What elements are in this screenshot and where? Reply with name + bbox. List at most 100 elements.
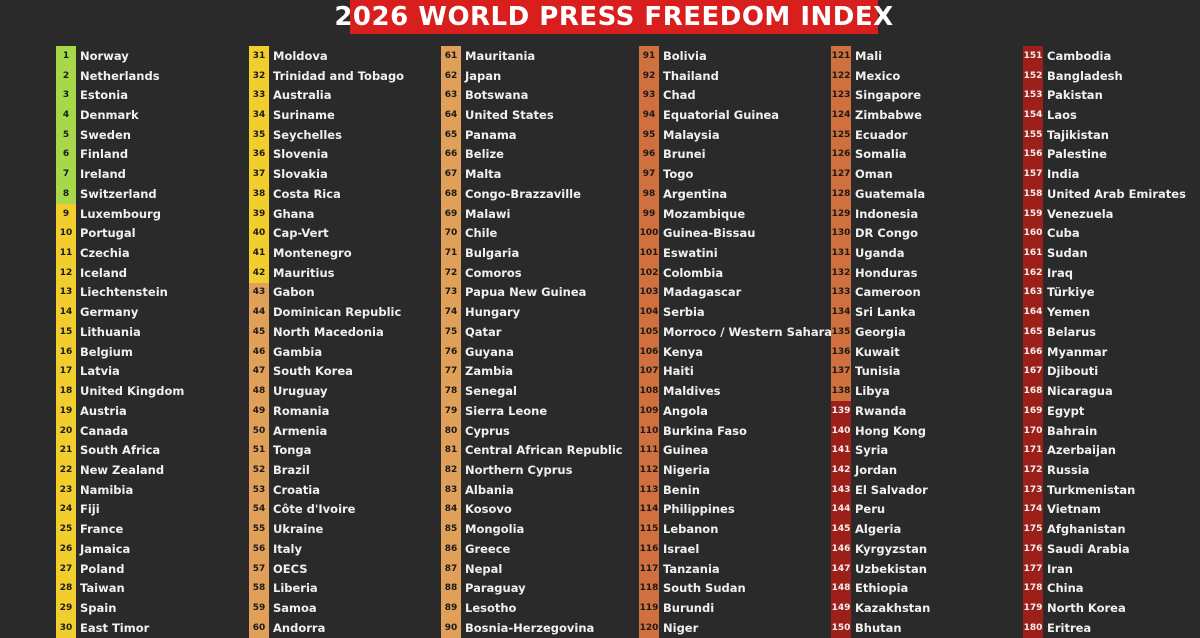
rank-badge: 143 [831,479,851,500]
country-name: Poland [80,561,125,576]
rank-badge: 150 [831,617,851,638]
list-item: 2 Netherlands [56,65,184,86]
list-item: 127 Oman [831,164,930,185]
country-name: Jordan [855,462,898,477]
list-item: 83 Albania [441,479,623,500]
country-name: Finland [80,147,129,162]
rank-badge: 19 [56,400,76,421]
country-name: Yemen [1047,305,1091,320]
list-item: 65 Panama [441,124,623,145]
country-name: Tajikistan [1047,127,1109,142]
rank-badge: 34 [249,105,269,125]
country-name: Samoa [273,600,317,615]
rank-badge: 88 [441,578,461,599]
country-name: DR Congo [855,226,919,241]
country-name: Guinea-Bissau [663,226,756,241]
rank-badge: 156 [1023,144,1043,165]
country-name: Zambia [465,364,514,379]
rank-badge: 17 [56,361,76,382]
country-name: Georgia [855,324,906,339]
rank-badge: 155 [1023,124,1043,145]
country-name: Kenya [663,344,703,359]
rank-badge: 157 [1023,164,1043,185]
list-item: 17 Latvia [56,361,184,382]
rank-badge: 11 [56,243,76,263]
country-name: Montenegro [273,246,352,261]
list-item: 71 Bulgaria [441,243,623,263]
rank-badge: 131 [831,243,851,263]
rank-badge: 105 [639,322,659,342]
rank-badge: 14 [56,302,76,323]
list-item: 11 Czechia [56,243,184,263]
country-name: Canada [80,423,129,438]
rank-badge: 30 [56,617,76,638]
country-name: Turkmenistan [1047,482,1136,497]
list-item: 117 Tanzania [639,558,832,579]
country-name: Syria [855,443,889,458]
rank-badge: 61 [441,46,461,66]
list-item: 1 Norway [56,46,184,66]
country-name: Papua New Guinea [465,285,587,300]
rank-badge: 125 [831,124,851,145]
rank-badge: 172 [1023,460,1043,480]
list-item: 123 Singapore [831,85,930,106]
country-name: South Korea [273,364,353,379]
rank-badge: 132 [831,262,851,283]
country-name: Nigeria [663,462,710,477]
country-name: Eritrea [1047,620,1092,635]
rank-badge: 2 [56,65,76,86]
list-item: 140 Hong Kong [831,420,930,441]
rank-badge: 48 [249,381,269,401]
list-item: 88 Paraguay [441,578,623,599]
list-item: 69 Malawi [441,203,623,224]
country-name: Hong Kong [855,423,926,438]
rank-badge: 166 [1023,341,1043,362]
country-name: Uruguay [273,384,328,399]
country-name: Seychelles [273,127,342,142]
country-name: United Kingdom [80,384,185,399]
rank-badge: 91 [639,46,659,66]
list-item: 43 Gabon [249,282,404,303]
rank-badge: 120 [639,617,659,638]
list-item: 38 Costa Rica [249,184,404,204]
rank-badge: 138 [831,381,851,401]
rank-badge: 177 [1023,558,1043,579]
rank-badge: 142 [831,460,851,480]
rank-badge: 64 [441,105,461,125]
country-name: El Salvador [855,482,928,497]
country-name: Slovakia [273,167,328,182]
country-name: Congo-Brazzaville [465,186,581,201]
rank-badge: 16 [56,341,76,362]
rank-badge: 130 [831,223,851,244]
list-item: 33 Australia [249,85,404,106]
list-item: 30 East Timor [56,617,184,638]
country-name: France [80,522,124,537]
country-name: Togo [663,167,694,182]
list-item: 148 Ethiopia [831,578,930,599]
list-item: 131 Uganda [831,243,930,263]
rank-badge: 160 [1023,223,1043,244]
country-name: Lebanon [663,522,719,537]
country-name: Mali [855,48,883,63]
country-name: North Korea [1047,600,1126,615]
rank-badge: 81 [441,440,461,461]
rank-badge: 174 [1023,499,1043,520]
list-item: 96 Brunei [639,144,832,165]
rank-badge: 134 [831,302,851,323]
list-item: 39 Ghana [249,203,404,224]
country-name: Algeria [855,522,902,537]
list-item: 15 Lithuania [56,322,184,342]
country-name: India [1047,167,1080,182]
rank-badge: 41 [249,243,269,263]
rank-badge: 133 [831,282,851,303]
country-name: Estonia [80,88,128,103]
list-item: 32 Trinidad and Tobago [249,65,404,86]
list-item: 44 Dominican Republic [249,302,404,323]
list-item: 180 Eritrea [1023,617,1186,638]
country-name: Cuba [1047,226,1080,241]
list-item: 78 Senegal [441,381,623,401]
list-item: 176 Saudi Arabia [1023,538,1186,559]
rank-badge: 84 [441,499,461,520]
rank-badge: 96 [639,144,659,165]
list-item: 132 Honduras [831,262,930,283]
